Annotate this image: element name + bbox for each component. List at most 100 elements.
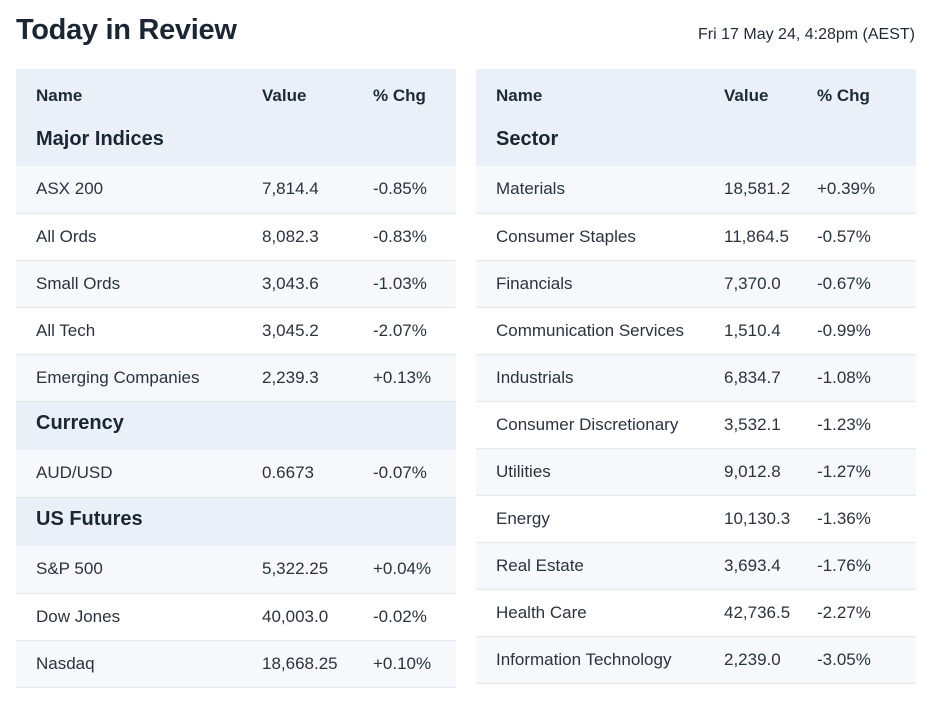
row-change: -1.76% xyxy=(817,542,916,590)
table-row[interactable]: Financials 7,370.0 -0.67% xyxy=(476,260,916,308)
row-name[interactable]: Nasdaq xyxy=(16,640,262,688)
row-name[interactable]: Real Estate xyxy=(476,542,724,590)
table-row[interactable]: Consumer Discretionary 3,532.1 -1.23% xyxy=(476,401,916,449)
row-change: +0.10% xyxy=(373,640,456,688)
table-row[interactable]: Materials 18,581.2 +0.39% xyxy=(476,166,916,214)
row-change: -1.23% xyxy=(817,401,916,449)
row-name[interactable]: Materials xyxy=(476,166,724,214)
row-change: -3.05% xyxy=(817,636,916,684)
row-change: -2.27% xyxy=(817,589,916,637)
row-change: -1.03% xyxy=(373,260,456,308)
row-value: 18,581.2 xyxy=(724,166,817,214)
row-value: 1,510.4 xyxy=(724,307,817,355)
table-row[interactable]: Small Ords 3,043.6 -1.03% xyxy=(16,260,456,308)
row-name[interactable]: Health Care xyxy=(476,589,724,637)
row-value: 9,012.8 xyxy=(724,448,817,496)
row-change: -0.57% xyxy=(817,213,916,261)
column-header-change[interactable]: % Chg xyxy=(373,69,456,117)
row-value: 6,834.7 xyxy=(724,354,817,402)
row-change: +0.39% xyxy=(817,166,916,214)
section-title: Currency xyxy=(16,401,456,450)
table-row[interactable]: S&P 500 5,322.25 +0.04% xyxy=(16,546,456,594)
table-row[interactable]: Nasdaq 18,668.25 +0.10% xyxy=(16,640,456,688)
row-value: 7,814.4 xyxy=(262,166,373,214)
timestamp: Fri 17 May 24, 4:28pm (AEST) xyxy=(698,26,915,43)
section-title: Major Indices xyxy=(16,117,456,166)
row-name[interactable]: Information Technology xyxy=(476,636,724,684)
row-name[interactable]: All Tech xyxy=(16,307,262,355)
page-title: Today in Review xyxy=(16,14,237,46)
sectors-panel: Name Value % Chg Sector Materials 18,581.2… xyxy=(476,69,916,684)
row-change: -0.99% xyxy=(817,307,916,355)
row-change: -0.83% xyxy=(373,213,456,261)
row-name[interactable]: Consumer Staples xyxy=(476,213,724,261)
row-value: 18,668.25 xyxy=(262,640,373,688)
row-value: 7,370.0 xyxy=(724,260,817,308)
column-header-name[interactable]: Name xyxy=(16,69,262,117)
row-change: +0.04% xyxy=(373,546,456,594)
column-header-change[interactable]: % Chg xyxy=(817,69,916,117)
row-change: -0.07% xyxy=(373,450,456,498)
row-value: 11,864.5 xyxy=(724,213,817,261)
table-row[interactable]: AUD/USD 0.6673 -0.07% xyxy=(16,450,456,498)
row-name[interactable]: ASX 200 xyxy=(16,166,262,214)
row-value: 42,736.5 xyxy=(724,589,817,637)
row-value: 8,082.3 xyxy=(262,213,373,261)
row-name[interactable]: Energy xyxy=(476,495,724,543)
section-header: Major Indices xyxy=(16,117,456,166)
table-row[interactable]: Real Estate 3,693.4 -1.76% xyxy=(476,542,916,590)
table-row[interactable]: All Ords 8,082.3 -0.83% xyxy=(16,213,456,261)
section-title: US Futures xyxy=(16,497,456,546)
table-row[interactable]: Dow Jones 40,003.0 -0.02% xyxy=(16,593,456,641)
markets-table: Name Value % Chg Major Indices ASX 200 7,8… xyxy=(16,69,456,688)
row-value: 3,693.4 xyxy=(724,542,817,590)
section-header: US Futures xyxy=(16,497,456,546)
row-change: +0.13% xyxy=(373,354,456,402)
sectors-table: Name Value % Chg Sector Materials 18,581.2… xyxy=(476,69,916,684)
column-header-name[interactable]: Name xyxy=(476,69,724,117)
table-header: Name Value % Chg xyxy=(16,69,456,117)
table-row[interactable]: Energy 10,130.3 -1.36% xyxy=(476,495,916,543)
row-name[interactable]: Utilities xyxy=(476,448,724,496)
row-name[interactable]: Industrials xyxy=(476,354,724,402)
row-name[interactable]: All Ords xyxy=(16,213,262,261)
row-value: 2,239.3 xyxy=(262,354,373,402)
row-value: 0.6673 xyxy=(262,450,373,498)
row-name[interactable]: Emerging Companies xyxy=(16,354,262,402)
table-row[interactable]: Information Technology 2,239.0 -3.05% xyxy=(476,636,916,684)
row-change: -1.08% xyxy=(817,354,916,402)
section-header: Currency xyxy=(16,401,456,450)
table-row[interactable]: Communication Services 1,510.4 -0.99% xyxy=(476,307,916,355)
section-header: Sector xyxy=(476,117,916,166)
table-row[interactable]: Health Care 42,736.5 -2.27% xyxy=(476,589,916,637)
row-change: -1.27% xyxy=(817,448,916,496)
row-value: 40,003.0 xyxy=(262,593,373,641)
section-title: Sector xyxy=(476,117,916,166)
row-name[interactable]: Financials xyxy=(476,260,724,308)
row-name[interactable]: S&P 500 xyxy=(16,546,262,594)
table-header: Name Value % Chg xyxy=(476,69,916,117)
row-value: 5,322.25 xyxy=(262,546,373,594)
row-name[interactable]: AUD/USD xyxy=(16,450,262,498)
table-row[interactable]: Consumer Staples 11,864.5 -0.57% xyxy=(476,213,916,261)
row-name[interactable]: Dow Jones xyxy=(16,593,262,641)
row-value: 3,043.6 xyxy=(262,260,373,308)
row-value: 3,532.1 xyxy=(724,401,817,449)
row-value: 3,045.2 xyxy=(262,307,373,355)
row-change: -2.07% xyxy=(373,307,456,355)
table-row[interactable]: Utilities 9,012.8 -1.27% xyxy=(476,448,916,496)
row-name[interactable]: Communication Services xyxy=(476,307,724,355)
row-value: 10,130.3 xyxy=(724,495,817,543)
markets-panel: Name Value % Chg Major Indices ASX 200 7,8… xyxy=(16,69,456,688)
table-row[interactable]: ASX 200 7,814.4 -0.85% xyxy=(16,166,456,214)
table-row[interactable]: All Tech 3,045.2 -2.07% xyxy=(16,307,456,355)
table-row[interactable]: Emerging Companies 2,239.3 +0.13% xyxy=(16,354,456,402)
column-header-value[interactable]: Value xyxy=(262,69,373,117)
row-change: -1.36% xyxy=(817,495,916,543)
row-change: -0.02% xyxy=(373,593,456,641)
column-header-value[interactable]: Value xyxy=(724,69,817,117)
table-row[interactable]: Industrials 6,834.7 -1.08% xyxy=(476,354,916,402)
row-name[interactable]: Small Ords xyxy=(16,260,262,308)
row-change: -0.67% xyxy=(817,260,916,308)
row-name[interactable]: Consumer Discretionary xyxy=(476,401,724,449)
